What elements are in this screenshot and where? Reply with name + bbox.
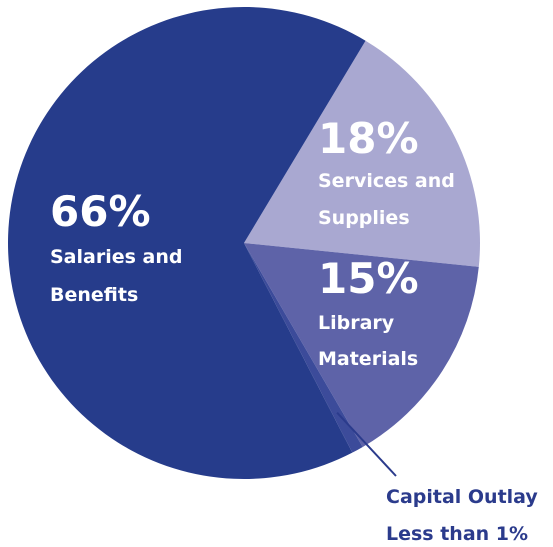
pie-slice-2	[244, 243, 363, 453]
slice-label-1-line-1: Materials	[318, 348, 418, 370]
slice-label-0-line-1: Supplies	[318, 207, 410, 229]
slice-label-1-line-0: Library	[318, 312, 395, 334]
pie-slice-0	[244, 40, 480, 267]
callout-group: Capital Outlay Less than 1%	[336, 411, 538, 545]
slice-percent-1: 15%	[318, 254, 419, 303]
callout-label-line-0: Capital Outlay	[386, 486, 538, 508]
slice-percent-0: 18%	[318, 114, 419, 163]
slice-label-3-line-0: Salaries and	[50, 246, 182, 268]
pie-slice-1	[244, 243, 479, 447]
pie-slice-3	[7, 6, 366, 479]
slice-labels: 18% Services and Supplies 15% Library Materia…	[50, 114, 455, 370]
slice-percent-3: 66%	[50, 187, 151, 236]
slice-label-0-line-0: Services and	[318, 170, 455, 192]
pie-slices	[7, 6, 480, 479]
slice-label-3-line-1: Benefits	[50, 284, 138, 306]
callout-leader-line	[336, 411, 397, 477]
callout-label-line-1: Less than 1%	[386, 523, 528, 545]
